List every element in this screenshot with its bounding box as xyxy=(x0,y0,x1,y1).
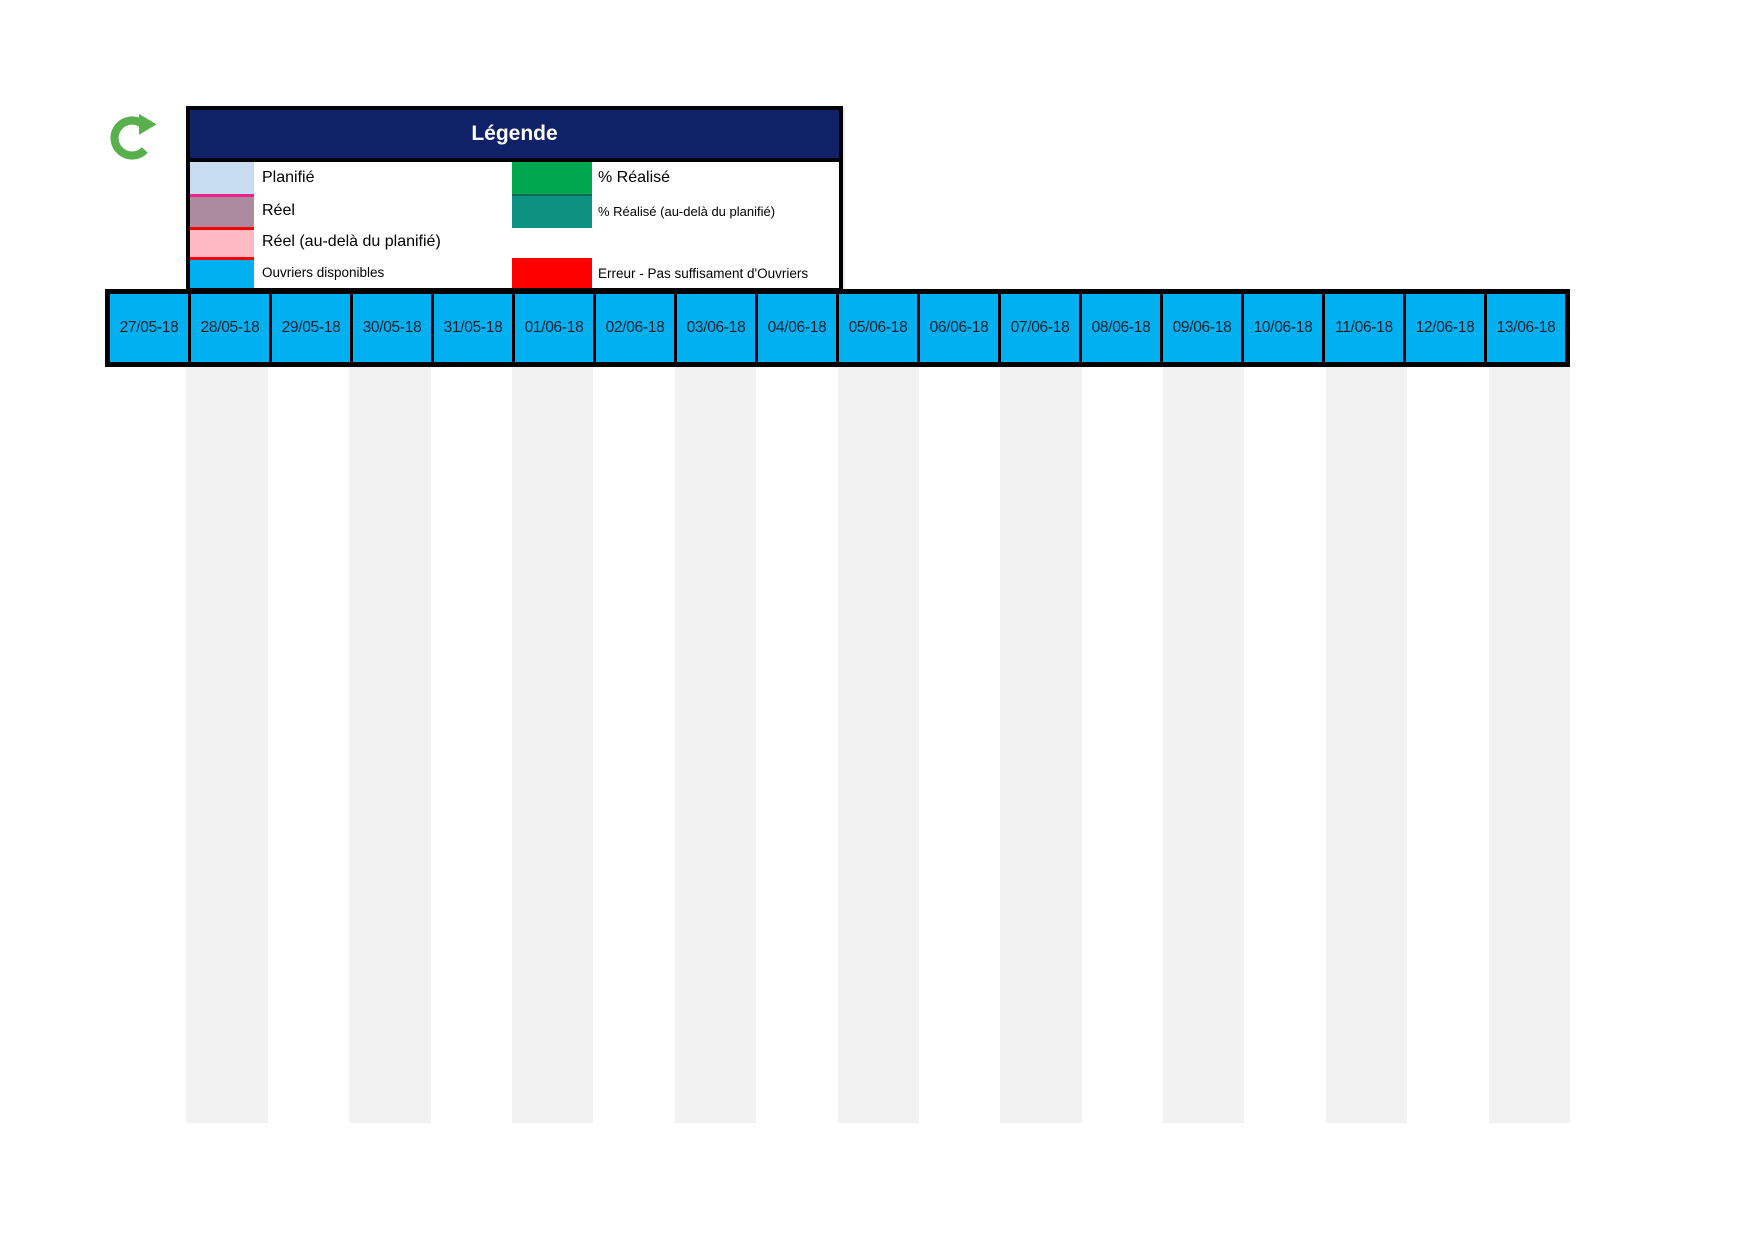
date-header-cell[interactable]: 07/06-18 xyxy=(1001,294,1079,362)
column-stripe xyxy=(1000,367,1082,1123)
column-stripe xyxy=(837,367,919,1123)
legend-header: Légende xyxy=(190,110,839,162)
legend-label-planifie: Planifié xyxy=(262,169,315,186)
column-stripe xyxy=(349,367,431,1123)
date-header-cell[interactable]: 10/06-18 xyxy=(1244,294,1322,362)
refresh-icon xyxy=(110,113,157,160)
date-header-cell[interactable]: 31/05-18 xyxy=(434,294,512,362)
date-header-cell[interactable]: 30/05-18 xyxy=(353,294,431,362)
date-header-cell[interactable]: 12/06-18 xyxy=(1406,294,1484,362)
legend-title: Légende xyxy=(471,122,558,145)
legend-label-erreur: Erreur - Pas suffisament d'Ouvriers xyxy=(598,265,809,281)
swatch-pct-realise xyxy=(512,162,592,194)
date-header-cell[interactable]: 28/05-18 xyxy=(191,294,269,362)
date-header-cell[interactable]: 05/06-18 xyxy=(839,294,917,362)
date-header-cell[interactable]: 29/05-18 xyxy=(272,294,350,362)
swatch-pct-realise-au-dela xyxy=(512,194,592,228)
date-header-cell[interactable]: 02/06-18 xyxy=(596,294,674,362)
date-header-cell[interactable]: 08/06-18 xyxy=(1082,294,1160,362)
legend-label-ouvriers-disponibles: Ouvriers disponibles xyxy=(262,265,385,280)
legend-label-reel: Réel xyxy=(262,201,295,219)
date-header-cell[interactable]: 01/06-18 xyxy=(515,294,593,362)
legend-panel: Légende Planifié Réel Réel (au-delà du p… xyxy=(186,106,843,292)
date-header-cell[interactable]: 03/06-18 xyxy=(677,294,755,362)
swatch-reel-au-dela xyxy=(190,227,254,257)
stripes-layer xyxy=(105,367,1570,1123)
legend-body: Planifié Réel Réel (au-delà du planifié)… xyxy=(190,162,839,288)
swatch-ouvriers-disponibles xyxy=(190,257,254,288)
column-stripe xyxy=(1163,367,1245,1123)
date-header-cell[interactable]: 13/06-18 xyxy=(1487,294,1565,362)
date-header-row: 27/05-18 28/05-18 29/05-18 30/05-18 31/05-18… xyxy=(105,289,1570,367)
legend-label-pct-realise: % Réalisé xyxy=(598,169,671,186)
column-stripe xyxy=(1488,367,1570,1123)
column-stripe xyxy=(1325,367,1408,1123)
refresh-button[interactable] xyxy=(104,106,160,166)
swatch-erreur xyxy=(512,258,592,288)
date-header-cell[interactable]: 09/06-18 xyxy=(1163,294,1241,362)
column-stripe xyxy=(511,367,594,1123)
date-header-cell[interactable]: 06/06-18 xyxy=(920,294,998,362)
column-stripe xyxy=(674,367,757,1123)
legend-label-pct-realise-au-dela: % Réalisé (au-delà du planifié) xyxy=(598,203,776,219)
column-stripe xyxy=(186,367,268,1123)
swatch-planifie xyxy=(190,162,254,194)
date-header-cell[interactable]: 11/06-18 xyxy=(1325,294,1403,362)
date-header-cell[interactable]: 04/06-18 xyxy=(758,294,836,362)
legend-label-reel-au-dela: Réel (au-delà du planifié) xyxy=(262,233,441,250)
date-header-cell[interactable]: 27/05-18 xyxy=(110,294,188,362)
swatch-reel xyxy=(190,194,254,227)
